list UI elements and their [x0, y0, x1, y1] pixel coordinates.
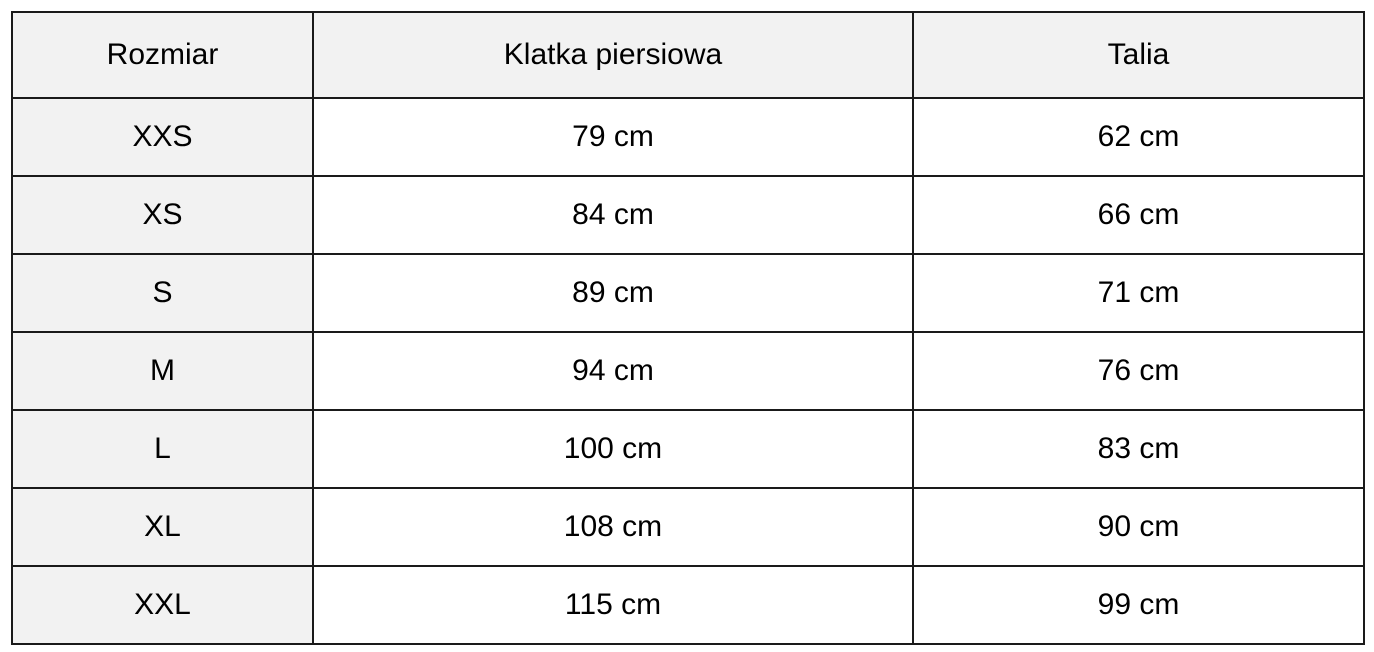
table-row: S 89 cm 71 cm [11, 253, 1365, 333]
waist-cell: 99 cm [912, 565, 1365, 645]
size-cell: XS [11, 175, 314, 255]
size-chart-table: Rozmiar Klatka piersiowa Talia XXS 79 cm… [11, 11, 1365, 645]
table-row: XXS 79 cm 62 cm [11, 97, 1365, 177]
waist-cell: 62 cm [912, 97, 1365, 177]
size-cell: XXS [11, 97, 314, 177]
chest-cell: 79 cm [312, 97, 914, 177]
header-waist: Talia [912, 11, 1365, 99]
table-body: XXS 79 cm 62 cm XS 84 cm 66 cm S 89 cm 7… [11, 97, 1365, 645]
chest-cell: 115 cm [312, 565, 914, 645]
size-cell: L [11, 409, 314, 489]
waist-cell: 90 cm [912, 487, 1365, 567]
size-cell: S [11, 253, 314, 333]
waist-cell: 76 cm [912, 331, 1365, 411]
chest-cell: 94 cm [312, 331, 914, 411]
chest-cell: 89 cm [312, 253, 914, 333]
table-header: Rozmiar Klatka piersiowa Talia [11, 11, 1365, 99]
header-size: Rozmiar [11, 11, 314, 99]
chest-cell: 84 cm [312, 175, 914, 255]
chest-cell: 100 cm [312, 409, 914, 489]
size-cell: XL [11, 487, 314, 567]
waist-cell: 71 cm [912, 253, 1365, 333]
waist-cell: 83 cm [912, 409, 1365, 489]
table-row: XXL 115 cm 99 cm [11, 565, 1365, 645]
header-chest: Klatka piersiowa [312, 11, 914, 99]
table-row: XS 84 cm 66 cm [11, 175, 1365, 255]
table-row: XL 108 cm 90 cm [11, 487, 1365, 567]
size-cell: XXL [11, 565, 314, 645]
table-row: L 100 cm 83 cm [11, 409, 1365, 489]
chest-cell: 108 cm [312, 487, 914, 567]
waist-cell: 66 cm [912, 175, 1365, 255]
table-row: M 94 cm 76 cm [11, 331, 1365, 411]
size-cell: M [11, 331, 314, 411]
header-row: Rozmiar Klatka piersiowa Talia [11, 11, 1365, 99]
